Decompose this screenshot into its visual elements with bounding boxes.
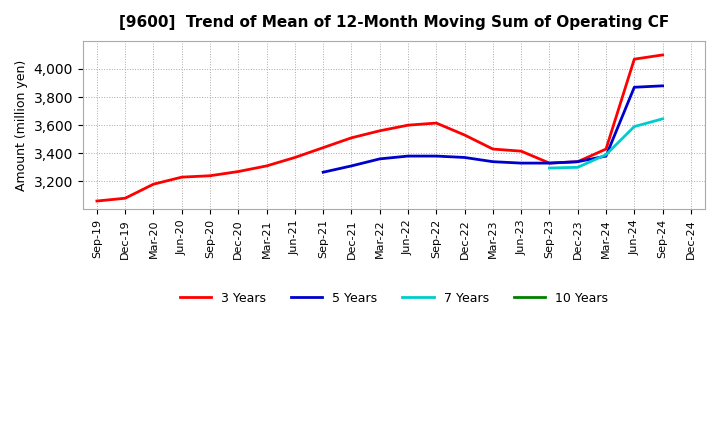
3 Years	[630, 56, 639, 62]
3 Years	[93, 198, 102, 204]
5 Years	[319, 169, 328, 175]
3 Years	[177, 175, 186, 180]
3 Years	[121, 195, 130, 201]
3 Years	[658, 52, 667, 58]
7 Years	[573, 165, 582, 170]
5 Years	[573, 159, 582, 164]
3 Years	[234, 169, 243, 174]
3 Years	[517, 149, 526, 154]
Legend: 3 Years, 5 Years, 7 Years, 10 Years: 3 Years, 5 Years, 7 Years, 10 Years	[175, 286, 613, 309]
3 Years	[545, 161, 554, 166]
3 Years	[602, 147, 611, 152]
3 Years	[319, 145, 328, 150]
3 Years	[206, 173, 215, 178]
3 Years	[375, 128, 384, 133]
3 Years	[432, 121, 441, 126]
7 Years	[545, 165, 554, 171]
3 Years	[404, 122, 413, 128]
5 Years	[517, 161, 526, 166]
3 Years	[573, 159, 582, 164]
3 Years	[489, 147, 498, 152]
3 Years	[291, 155, 300, 160]
5 Years	[658, 83, 667, 88]
5 Years	[460, 155, 469, 160]
5 Years	[404, 154, 413, 159]
5 Years	[347, 163, 356, 169]
Line: 5 Years: 5 Years	[323, 86, 662, 172]
Y-axis label: Amount (million yen): Amount (million yen)	[15, 59, 28, 191]
5 Years	[630, 84, 639, 90]
5 Years	[545, 161, 554, 166]
7 Years	[658, 116, 667, 121]
5 Years	[432, 154, 441, 159]
7 Years	[630, 124, 639, 129]
Line: 3 Years: 3 Years	[97, 55, 662, 201]
3 Years	[149, 182, 158, 187]
3 Years	[460, 132, 469, 138]
5 Years	[489, 159, 498, 164]
7 Years	[602, 152, 611, 158]
Title: [9600]  Trend of Mean of 12-Month Moving Sum of Operating CF: [9600] Trend of Mean of 12-Month Moving …	[119, 15, 669, 30]
5 Years	[375, 156, 384, 161]
3 Years	[347, 135, 356, 140]
5 Years	[602, 154, 611, 159]
Line: 7 Years: 7 Years	[549, 119, 662, 168]
3 Years	[262, 163, 271, 169]
